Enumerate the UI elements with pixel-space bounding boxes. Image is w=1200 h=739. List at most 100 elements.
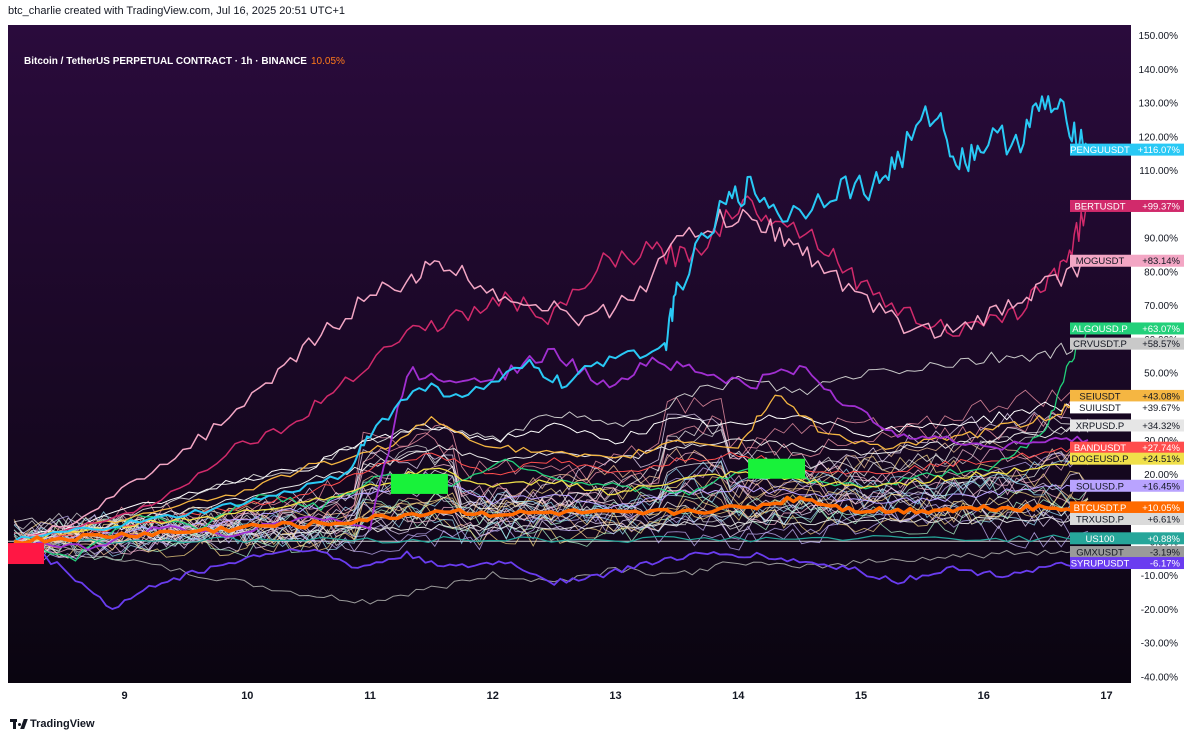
y-tick-label: 80.00% bbox=[1144, 267, 1178, 278]
series-line-suiusdt[interactable] bbox=[13, 401, 1089, 542]
x-tick-label: 16 bbox=[978, 690, 990, 702]
series-name-text: SEIUSDT bbox=[1079, 391, 1120, 402]
series-value-tag bbox=[1131, 452, 1184, 465]
series-value-tag bbox=[1131, 419, 1184, 432]
series-line-syrupusdt[interactable] bbox=[13, 540, 1089, 610]
series-value-text: +24.51% bbox=[1142, 454, 1180, 465]
series-name-text: BERTUSDT bbox=[1074, 201, 1125, 212]
series-label-trxusd-p[interactable]: TRXUSD.P +6.61% bbox=[1070, 512, 1184, 526]
series-name-tag bbox=[1070, 389, 1131, 402]
series-name-tag bbox=[1070, 546, 1131, 559]
series-label-us100[interactable]: US100 +0.88% bbox=[1070, 532, 1184, 545]
series-value-tag bbox=[1131, 479, 1184, 492]
series-value-tag bbox=[1131, 143, 1184, 156]
series-value-tag bbox=[1131, 501, 1184, 514]
chart-area[interactable]: 150.00%140.00%130.00%120.00%110.00%100.0… bbox=[8, 25, 1184, 707]
x-tick-label: 9 bbox=[122, 690, 128, 702]
series-name-text: SUIUSDT bbox=[1079, 403, 1121, 414]
series-label-btcusdt-p[interactable]: BTCUSDT.P +10.05% bbox=[1070, 501, 1184, 514]
series-name-text: MOGUSDT bbox=[1076, 256, 1125, 267]
series-value-text: +6.61% bbox=[1148, 514, 1181, 525]
background-series-line bbox=[13, 389, 1089, 541]
series-name-tag bbox=[1070, 199, 1131, 212]
chart-svg[interactable]: 150.00%140.00%130.00%120.00%110.00%100.0… bbox=[8, 25, 1184, 707]
time-scale[interactable] bbox=[8, 683, 1184, 707]
series-value-text: +116.07% bbox=[1138, 145, 1181, 156]
series-line-seiusdt[interactable] bbox=[13, 394, 1089, 542]
series-value-text: -6.17% bbox=[1150, 559, 1181, 570]
series-line-dogeusd-p[interactable] bbox=[13, 457, 1089, 542]
series-value-tag bbox=[1131, 401, 1184, 414]
series-label-bandusdt[interactable]: BANDUSDT +27.74% bbox=[1070, 441, 1184, 455]
series-name-text: ALGOUSD.P bbox=[1072, 324, 1127, 335]
series-name-tag bbox=[1070, 322, 1131, 335]
series-name-tag bbox=[1070, 337, 1131, 350]
series-label-penguusdt[interactable]: PENGUUSDT +116.07% bbox=[1070, 143, 1184, 157]
background-series-line bbox=[13, 489, 1089, 558]
green-signal-marker bbox=[390, 473, 448, 494]
x-tick-label: 10 bbox=[241, 690, 253, 702]
x-tick-label: 11 bbox=[364, 690, 376, 702]
series-name-tag bbox=[1070, 479, 1131, 492]
series-name-text: GMXUSDT bbox=[1076, 548, 1124, 559]
symbol-title: Bitcoin / TetherUS PERPETUAL CONTRACT · … bbox=[24, 56, 307, 67]
series-line-xrpusd-p[interactable] bbox=[14, 424, 1089, 543]
y-tick-label: 140.00% bbox=[1139, 65, 1179, 76]
series-line-trxusd-p[interactable] bbox=[13, 516, 1089, 545]
series-value-tag bbox=[1131, 557, 1184, 570]
footer: TradingView bbox=[0, 707, 1200, 739]
y-tick-label: -40.00% bbox=[1141, 672, 1178, 683]
series-value-text: +83.14% bbox=[1142, 256, 1180, 267]
background-series-line bbox=[13, 454, 1089, 558]
series-label-suiusdt[interactable]: SUIUSDT +39.67% bbox=[1070, 401, 1184, 414]
plot-background bbox=[8, 25, 1131, 683]
series-name-tag bbox=[1070, 501, 1131, 514]
background-series-line bbox=[14, 394, 1089, 552]
series-line-gmxusdt[interactable] bbox=[13, 540, 1089, 605]
series-label-crvusdt-p[interactable]: CRVUSDT.P +58.57% bbox=[1070, 337, 1184, 351]
tradingview-brand[interactable]: TradingView bbox=[10, 718, 95, 730]
series-value-text: +63.07% bbox=[1142, 324, 1180, 335]
tradingview-logo-icon bbox=[10, 719, 28, 729]
series-line-penguusdt[interactable] bbox=[13, 95, 1089, 543]
y-tick-label: 30.00% bbox=[1144, 436, 1178, 447]
series-line-mogusdt[interactable] bbox=[14, 208, 1089, 543]
symbol-change: 10.05% bbox=[310, 56, 345, 67]
series-value-text: +27.74% bbox=[1142, 443, 1180, 454]
series-line-solusd-p[interactable] bbox=[13, 481, 1089, 545]
series-label-seiusdt[interactable]: SEIUSDT +43.08% bbox=[1070, 389, 1184, 403]
series-label-bertusdt[interactable]: BERTUSDT +99.37% bbox=[1070, 199, 1184, 213]
symbol-legend[interactable]: Bitcoin / TetherUS PERPETUAL CONTRACT · … bbox=[24, 56, 345, 67]
series-name-tag bbox=[1070, 512, 1131, 525]
series-label-algousd-p[interactable]: ALGOUSD.P +63.07% bbox=[1070, 322, 1184, 335]
y-tick-label: 120.00% bbox=[1139, 132, 1179, 143]
series-label-gmxusdt[interactable]: GMXUSDT -3.19% bbox=[1070, 546, 1184, 559]
series-label-xrpusd-p[interactable]: XRPUSD.P +34.32% bbox=[1070, 419, 1184, 432]
series-value-tag bbox=[1131, 441, 1184, 454]
series-value-text: +16.45% bbox=[1142, 481, 1180, 492]
series-label-syrupusdt[interactable]: SYRUPUSDT -6.17% bbox=[1070, 557, 1184, 570]
series-label-mogusdt[interactable]: MOGUSDT +83.14% bbox=[1070, 254, 1184, 268]
series-name-tag bbox=[1070, 532, 1131, 545]
series-name-text: XRPUSD.P bbox=[1076, 421, 1125, 432]
series-line-bandusdt[interactable] bbox=[14, 446, 1089, 543]
series-value-text: +99.37% bbox=[1142, 201, 1180, 212]
series-line-algousd-p[interactable] bbox=[13, 328, 1089, 562]
series-line-crvusdt-p[interactable] bbox=[14, 341, 1089, 542]
series-line-us100[interactable] bbox=[14, 534, 1089, 545]
series-line-btcusdt-p[interactable] bbox=[13, 495, 1089, 545]
y-tick-label: 70.00% bbox=[1144, 301, 1178, 312]
x-tick-label: 13 bbox=[609, 690, 621, 702]
y-tick-label: 50.00% bbox=[1144, 369, 1178, 380]
series-name-tag bbox=[1070, 254, 1131, 267]
series-name-text: BANDUSDT bbox=[1074, 443, 1126, 454]
series-value-tag bbox=[1131, 254, 1184, 267]
series-name-tag bbox=[1070, 401, 1131, 414]
brand-name: TradingView bbox=[30, 718, 95, 730]
series-value-text: +0.88% bbox=[1148, 534, 1181, 545]
y-tick-label: -10.00% bbox=[1141, 571, 1178, 582]
price-scale[interactable] bbox=[1131, 25, 1184, 683]
series-value-tag bbox=[1131, 532, 1184, 545]
series-label-solusd-p[interactable]: SOLUSD.P +16.45% bbox=[1070, 479, 1184, 493]
series-label-dogeusd-p[interactable]: DOGEUSD.P +24.51% bbox=[1070, 452, 1184, 466]
